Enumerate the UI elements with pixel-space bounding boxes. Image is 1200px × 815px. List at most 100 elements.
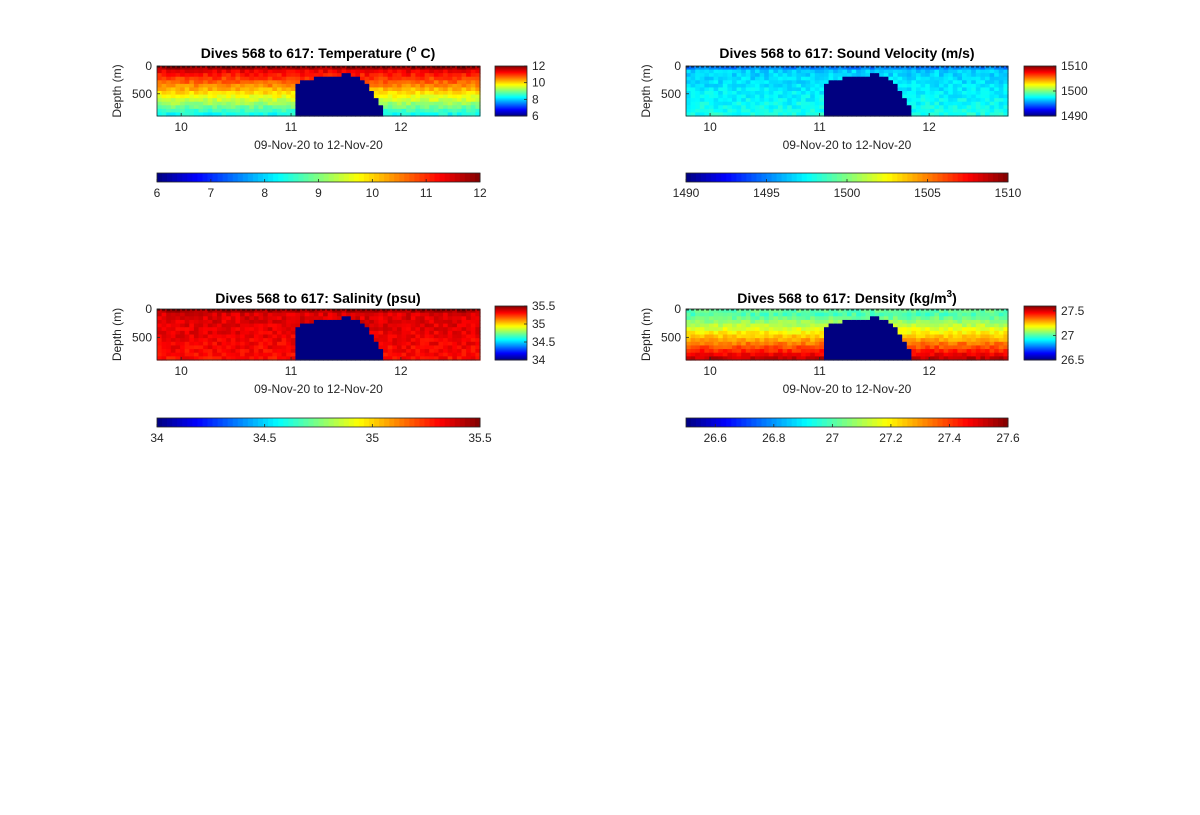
heatmap-cell <box>387 98 393 103</box>
heatmap-cell <box>332 80 338 85</box>
heatmap-cell <box>180 112 186 117</box>
heatmap-cell <box>364 98 370 103</box>
heatmap-cell <box>286 94 292 99</box>
heatmap-cell <box>355 356 361 361</box>
heatmap-cell <box>709 327 715 332</box>
heatmap-cell <box>166 330 172 336</box>
heatmap-cell <box>341 330 347 336</box>
heatmap-cell <box>318 334 324 339</box>
heatmap-cell <box>470 327 476 332</box>
heatmap-cell <box>916 80 922 85</box>
heatmap-cell <box>396 352 403 357</box>
heatmap-cell <box>170 98 177 103</box>
heatmap-cell <box>819 356 825 361</box>
heatmap-cell <box>860 349 866 354</box>
heatmap-cell <box>805 105 811 110</box>
heatmap-cell <box>323 316 329 321</box>
heatmap-cell <box>994 76 1000 81</box>
panel-title: Dives 568 to 617: Salinity (psu) <box>215 290 420 306</box>
heatmap-cell <box>355 309 361 314</box>
heatmap-cell <box>718 73 724 78</box>
heatmap-cell <box>290 330 297 336</box>
heatmap-cell <box>759 87 765 92</box>
heatmap-cell <box>443 69 449 74</box>
heatmap-cell <box>433 69 440 74</box>
heatmap-cell <box>346 323 352 328</box>
colorbar-swatch <box>495 82 527 84</box>
heatmap-cell <box>874 349 880 354</box>
heatmap-cell <box>203 83 209 89</box>
heatmap-cell <box>207 76 213 81</box>
heatmap-cell <box>318 327 324 332</box>
colorbar-swatch <box>1024 90 1056 92</box>
colorbar-swatch <box>746 173 752 182</box>
heatmap-cell <box>350 341 357 347</box>
heatmap-cell <box>470 316 476 321</box>
heatmap-cell <box>755 76 761 81</box>
colorbar-swatch <box>379 173 385 182</box>
heatmap-cell <box>272 98 278 103</box>
heatmap-cell <box>230 334 237 339</box>
bottom-colorbar-label: 27 <box>826 431 840 445</box>
heatmap-cell <box>856 327 862 332</box>
heatmap-cell <box>805 112 811 117</box>
heatmap-cell <box>980 112 986 117</box>
heatmap-cell <box>741 323 747 328</box>
heatmap-cell <box>166 80 172 85</box>
heatmap-cell <box>447 101 453 106</box>
heatmap-cell <box>216 323 223 328</box>
heatmap-cell <box>420 334 426 339</box>
heatmap-cell <box>327 334 333 339</box>
heatmap-cell <box>429 108 435 114</box>
heatmap-cell <box>975 101 981 106</box>
heatmap-cell <box>290 98 297 103</box>
heatmap-cell <box>966 83 972 89</box>
heatmap-cell <box>989 341 995 347</box>
heatmap-cell <box>902 349 908 354</box>
colorbar-swatch <box>495 74 527 76</box>
heatmap-cell <box>318 338 324 343</box>
heatmap-cell <box>364 69 370 74</box>
heatmap-cell <box>736 76 742 81</box>
heatmap-cell <box>230 94 237 99</box>
heatmap-cell <box>801 83 807 89</box>
heatmap-cell <box>939 94 945 99</box>
heatmap-cell <box>796 316 802 321</box>
heatmap-cell <box>290 112 297 117</box>
heatmap-cell <box>318 87 324 92</box>
heatmap-cell <box>745 323 751 328</box>
heatmap-cell <box>870 98 876 103</box>
heatmap-cell <box>989 80 995 85</box>
colorbar-swatch <box>1024 79 1056 81</box>
colorbar-swatch <box>1024 80 1056 82</box>
heatmap-cell <box>865 101 871 106</box>
heatmap-cell <box>925 338 931 343</box>
heatmap-cell <box>212 312 218 317</box>
heatmap-cell <box>704 69 710 74</box>
heatmap-cell <box>713 108 719 114</box>
heatmap-cell <box>443 327 449 332</box>
heatmap-cell <box>759 76 765 81</box>
heatmap-cell <box>433 341 440 347</box>
heatmap-cell <box>801 352 807 357</box>
heatmap-cell <box>420 323 426 328</box>
heatmap-cell <box>323 66 329 71</box>
heatmap-cell <box>870 334 876 339</box>
heatmap-cell <box>226 112 232 117</box>
heatmap-cell <box>364 341 370 347</box>
heatmap-cell <box>221 87 227 92</box>
heatmap-cell <box>985 341 991 347</box>
heatmap-cell <box>290 76 297 81</box>
heatmap-cell <box>699 316 705 321</box>
heatmap-cell <box>952 309 958 314</box>
heatmap-cell <box>309 352 315 357</box>
heatmap-cell <box>410 91 416 96</box>
heatmap-cell <box>782 101 788 106</box>
heatmap-cell <box>475 76 481 81</box>
heatmap-cell <box>865 352 871 357</box>
heatmap-cell <box>893 345 899 350</box>
heatmap-cell <box>686 352 692 357</box>
heatmap-cell <box>874 73 880 78</box>
heatmap-cell <box>782 80 788 85</box>
heatmap-cell <box>341 352 347 357</box>
